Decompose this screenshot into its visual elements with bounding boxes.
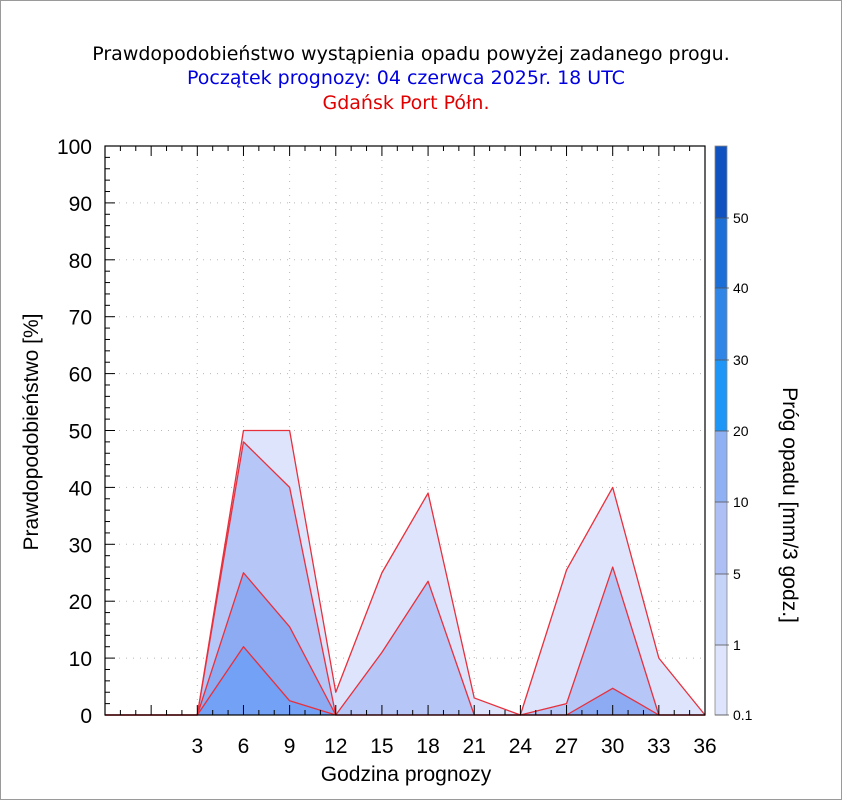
colorbar-segment bbox=[715, 645, 727, 715]
colorbar-tick-label: 0.1 bbox=[733, 707, 753, 723]
chart-title: Prawdopodobieństwo wystąpienia opadu pow… bbox=[92, 43, 730, 65]
y-tick-label: 20 bbox=[69, 591, 92, 614]
colorbar-tick-label: 5 bbox=[733, 566, 741, 582]
y-tick-label: 40 bbox=[69, 477, 92, 500]
area-threshold-10 bbox=[105, 646, 705, 715]
colorbar-segment bbox=[715, 360, 727, 431]
x-tick-label: 27 bbox=[555, 735, 578, 758]
colorbar: 0.1 1 5 10 20 30 40 50 bbox=[714, 145, 753, 723]
x-tick-label: 6 bbox=[238, 735, 250, 758]
x-tick-label: 15 bbox=[370, 735, 393, 758]
y-tick-label: 60 bbox=[69, 364, 92, 387]
x-tick-label: 9 bbox=[284, 735, 296, 758]
axes bbox=[104, 145, 706, 716]
x-tick-label: 30 bbox=[601, 735, 624, 758]
y-tick-label: 50 bbox=[69, 421, 92, 444]
y-tick-labels: 0 10 20 30 40 50 60 70 80 90 100 bbox=[57, 136, 92, 728]
colorbar-tick-label: 1 bbox=[733, 637, 741, 653]
x-tick-label: 12 bbox=[324, 735, 347, 758]
y-tick-label: 30 bbox=[69, 534, 92, 557]
x-tick-label: 3 bbox=[191, 735, 203, 758]
colorbar-tick-label: 30 bbox=[733, 352, 749, 368]
chart-subtitle: Początek prognozy: 04 czerwca 2025r. 18 … bbox=[187, 67, 625, 89]
colorbar-label: Próg opadu [mm/3 godz.] bbox=[778, 387, 801, 623]
x-tick-label: 21 bbox=[463, 735, 486, 758]
x-tick-label: 36 bbox=[693, 735, 716, 758]
x-tick-label: 24 bbox=[509, 735, 533, 758]
colorbar-segment bbox=[715, 288, 727, 360]
colorbar-tick-label: 10 bbox=[733, 494, 749, 510]
y-tick-label: 70 bbox=[69, 307, 92, 330]
y-tick-label: 10 bbox=[69, 648, 92, 671]
colorbar-tick-label: 50 bbox=[733, 210, 749, 226]
line-threshold-1 bbox=[105, 441, 705, 716]
y-tick-label: 100 bbox=[57, 136, 92, 159]
x-tick-label: 33 bbox=[647, 735, 670, 758]
colorbar-segment bbox=[715, 431, 727, 502]
colorbar-segment bbox=[715, 218, 727, 288]
colorbar-segment bbox=[715, 146, 727, 218]
y-axis-label: Prawdopodobieństwo [%] bbox=[20, 314, 43, 551]
y-tick-label: 80 bbox=[69, 250, 92, 273]
colorbar-tick-label: 40 bbox=[733, 280, 749, 296]
colorbar-segment bbox=[715, 574, 727, 645]
x-axis-label: Godzina prognozy bbox=[321, 763, 492, 786]
y-tick-label: 0 bbox=[80, 705, 92, 728]
chart-location: Gdańsk Port Półn. bbox=[322, 92, 489, 114]
colorbar-segment bbox=[715, 502, 727, 574]
x-tick-labels: 3 6 9 12 15 18 21 24 27 30 33 36 bbox=[191, 735, 716, 758]
probability-areas bbox=[105, 429, 706, 716]
colorbar-tick-label: 20 bbox=[733, 423, 749, 439]
y-tick-label: 90 bbox=[69, 193, 92, 216]
x-tick-label: 18 bbox=[416, 735, 439, 758]
